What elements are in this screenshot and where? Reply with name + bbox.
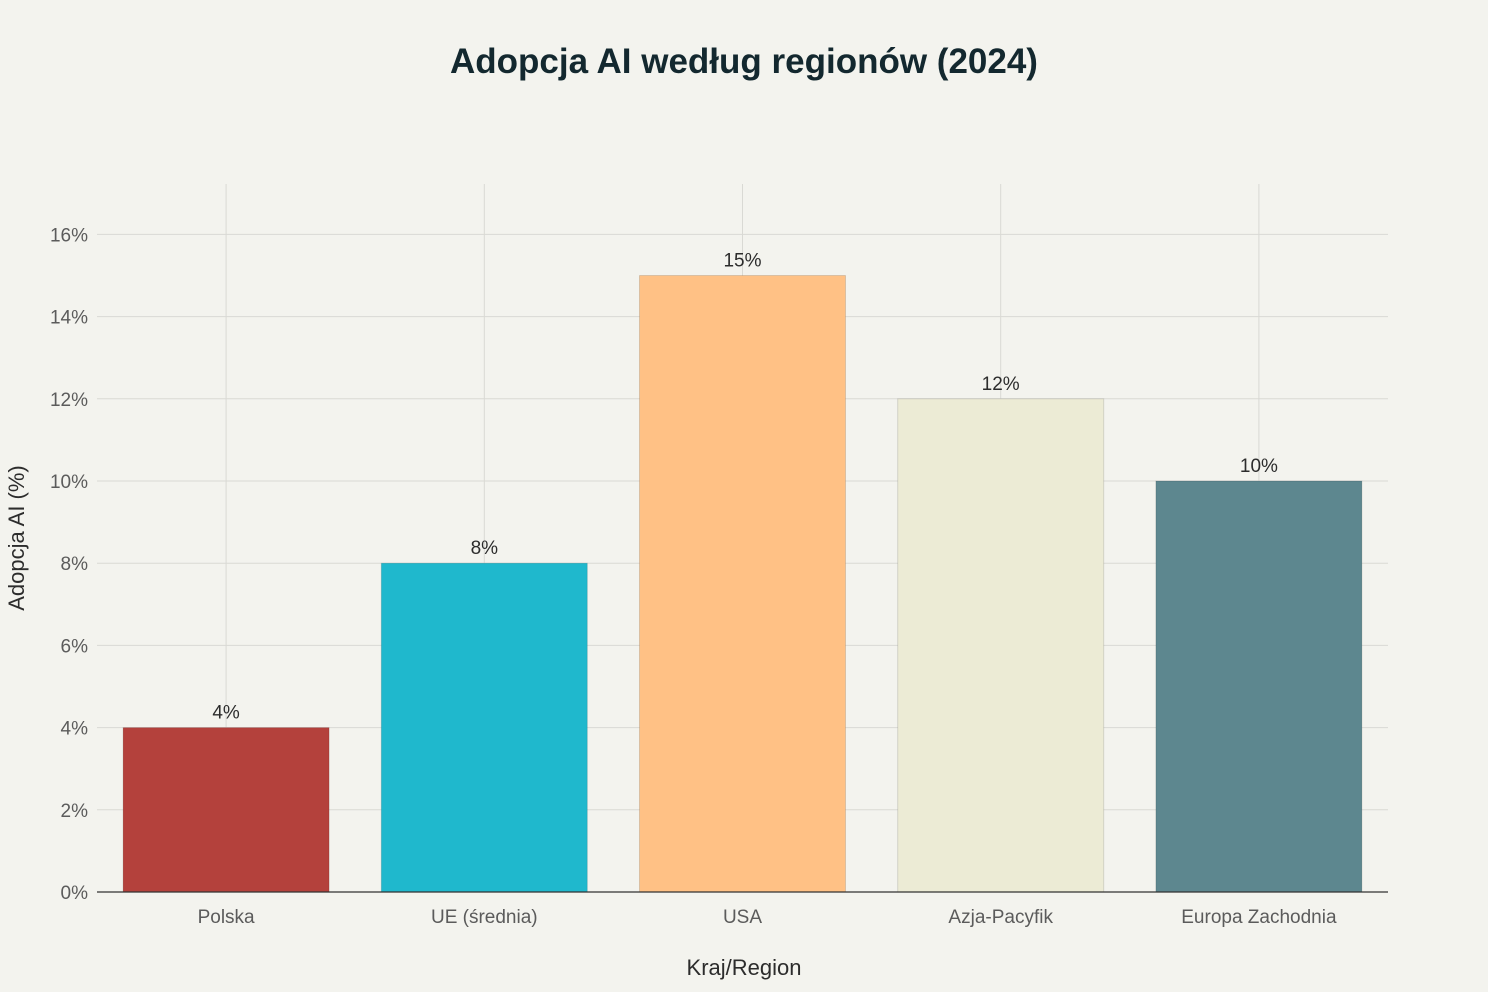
y-axis-title: Adopcja AI (%) bbox=[4, 465, 29, 611]
x-axis-title: Kraj/Region bbox=[687, 955, 802, 980]
y-tick-label-3: 6% bbox=[61, 636, 89, 657]
y-tick-label-5: 10% bbox=[50, 472, 88, 493]
x-tick-label-3: Azja-Pacyfik bbox=[948, 907, 1053, 928]
x-tick-label-4: Europa Zachodnia bbox=[1181, 907, 1337, 928]
bars-layer bbox=[122, 275, 1363, 893]
bar-3 bbox=[897, 398, 1105, 893]
data-label-2: 15% bbox=[723, 251, 761, 272]
data-labels-layer: 4% 8% 15% 12% 10% bbox=[212, 251, 1278, 724]
chart-title: Adopcja AI według regionów (2024) bbox=[450, 42, 1038, 81]
y-tick-labels: 0% 2% 4% 6% 8% 10% 12% 14% 16% bbox=[50, 225, 88, 904]
y-tick-label-4: 8% bbox=[61, 554, 89, 575]
y-tick-label-0: 0% bbox=[61, 883, 89, 904]
data-label-3: 12% bbox=[982, 374, 1020, 395]
y-tick-label-1: 2% bbox=[61, 801, 89, 822]
y-tick-label-8: 16% bbox=[50, 225, 88, 246]
y-tick-label-7: 14% bbox=[50, 308, 88, 329]
x-tick-labels: Polska UE (średnia) USA Azja-Pacyfik Europa … bbox=[198, 907, 1337, 928]
x-tick-label-0: Polska bbox=[198, 907, 255, 928]
data-label-4: 10% bbox=[1240, 456, 1278, 477]
bar-1 bbox=[380, 562, 588, 893]
y-tick-label-2: 4% bbox=[61, 719, 89, 740]
bar-0 bbox=[122, 727, 330, 893]
x-tick-label-1: UE (średnia) bbox=[431, 907, 538, 928]
bar-2 bbox=[639, 275, 846, 893]
data-label-1: 8% bbox=[471, 538, 499, 559]
y-tick-label-6: 12% bbox=[50, 390, 88, 411]
bar-4 bbox=[1155, 480, 1363, 893]
x-tick-label-2: USA bbox=[723, 907, 762, 928]
data-label-0: 4% bbox=[212, 703, 240, 724]
